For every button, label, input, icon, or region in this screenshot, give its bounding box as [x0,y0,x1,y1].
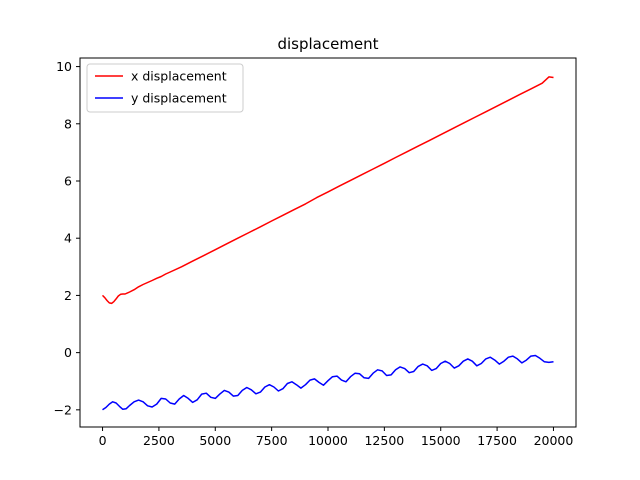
x-tick-label-5: 12500 [364,433,404,448]
axis-ticks: 0 2500 5000 7500 10000 12500 15000 17500 20000 −2… [54,59,574,448]
series-line-1 [102,354,554,411]
y-tick-label-2: 2 [64,288,72,303]
y-tick-label-5: 8 [64,116,72,131]
x-tick-label-3: 7500 [256,433,288,448]
y-tick-label-4: 6 [64,174,72,189]
x-tick-label-1: 2500 [143,433,175,448]
y-tick-label-6: 10 [56,59,72,74]
plot-frame [79,57,577,428]
y-tick-label-1: 0 [64,345,72,360]
legend-box [86,63,244,113]
plot-lines [101,76,554,411]
y-tick-label-3: 4 [64,231,72,246]
x-tick-label-8: 20000 [534,433,574,448]
legend: x displacement y displacement [86,63,244,113]
y-tick-label-0: −2 [54,402,72,417]
x-tick-label-2: 5000 [199,433,231,448]
x-tick-label-4: 10000 [308,433,348,448]
x-tick-label-6: 15000 [421,433,461,448]
series-line-0 [101,76,554,305]
x-tick-label-0: 0 [99,433,107,448]
x-tick-label-7: 17500 [477,433,517,448]
chart-title: displacement [277,35,378,53]
legend-label-1: y displacement [131,91,227,106]
legend-label-0: x displacement [131,69,227,84]
